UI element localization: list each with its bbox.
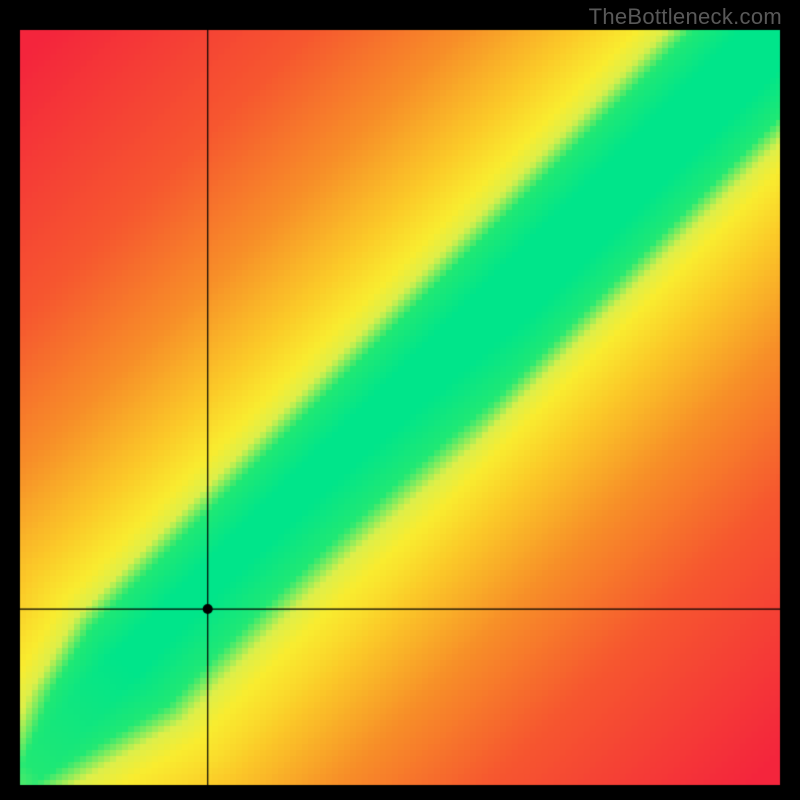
heatmap-canvas bbox=[0, 0, 800, 800]
watermark-text: TheBottleneck.com bbox=[589, 4, 782, 30]
chart-container: TheBottleneck.com bbox=[0, 0, 800, 800]
